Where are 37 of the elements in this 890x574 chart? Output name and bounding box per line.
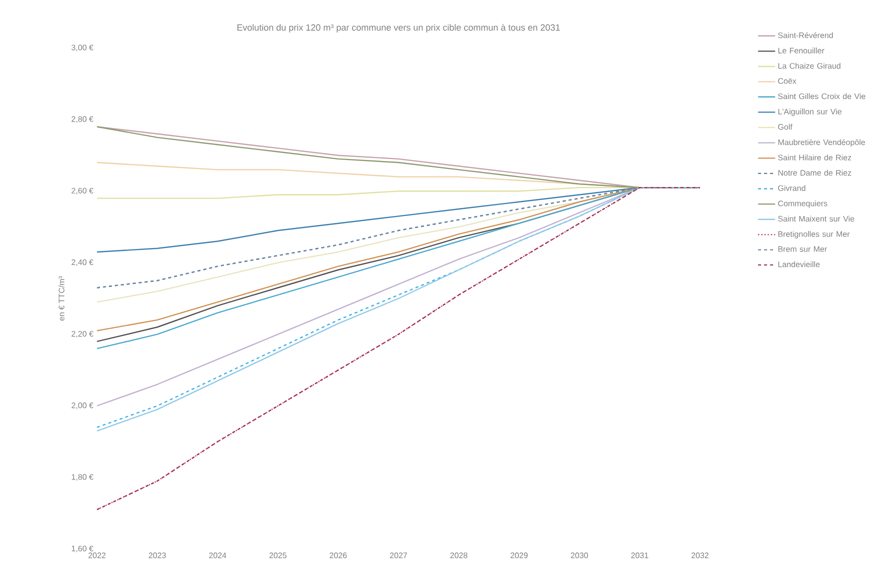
x-tick-label: 2025 <box>269 552 286 558</box>
legend-label: Saint Hilaire de Riez <box>778 154 852 160</box>
legend-label: Le Fenouiller <box>778 48 824 54</box>
legend-label: Saint Gilles Croix de Vie <box>778 93 866 100</box>
x-tick-label: 2031 <box>631 552 648 558</box>
legend-label: La Chaize Giraud <box>778 62 840 69</box>
y-tick-label: 2,20 € <box>72 330 94 338</box>
x-tick-label: 2029 <box>510 552 528 558</box>
legend-label: Commequiers <box>778 200 828 208</box>
legend-label: Coëx <box>778 78 796 84</box>
x-tick-label: 2032 <box>692 552 708 558</box>
legend-label: Landevieille <box>778 261 820 268</box>
x-tick-label: 2022 <box>88 552 106 558</box>
legend-label: Givrand <box>778 185 806 191</box>
x-tick-label: 2028 <box>450 552 468 558</box>
legend-label: Golf <box>778 124 792 130</box>
legend-label: Saint-Révérend <box>778 32 833 38</box>
x-tick-label: 2027 <box>390 552 407 558</box>
legend-label: Brem sur Mer <box>778 246 827 252</box>
chart-title: Evolution du prix 120 m³ par commune vers un prix cible commun à tous en 2031 <box>237 24 560 32</box>
y-tick-label: 3,00 € <box>72 44 94 52</box>
y-tick-label: 1,60 € <box>72 546 94 552</box>
x-tick-label: 2023 <box>148 552 166 558</box>
legend-label: Notre Dame de Riez <box>778 170 852 176</box>
y-axis-title: en € TTC/m³ <box>58 276 64 321</box>
x-tick-label: 2026 <box>330 552 347 558</box>
legend-label: Maubretière Vendéopôle <box>778 139 865 147</box>
legend-label: L'Aiguillon sur Vie <box>778 108 842 116</box>
y-tick-label: 2,40 € <box>72 259 94 266</box>
y-tick-label: 2,00 € <box>72 402 94 410</box>
x-tick-label: 2024 <box>209 552 226 558</box>
legend-label: Bretignolles sur Mer <box>778 230 850 238</box>
y-tick-label: 2,60 € <box>72 188 94 194</box>
legend-label: Saint Maixent sur Vie <box>778 216 854 222</box>
x-tick-label: 2030 <box>570 552 588 558</box>
y-tick-label: 2,80 € <box>72 116 94 123</box>
y-tick-label: 1,80 € <box>72 474 94 481</box>
